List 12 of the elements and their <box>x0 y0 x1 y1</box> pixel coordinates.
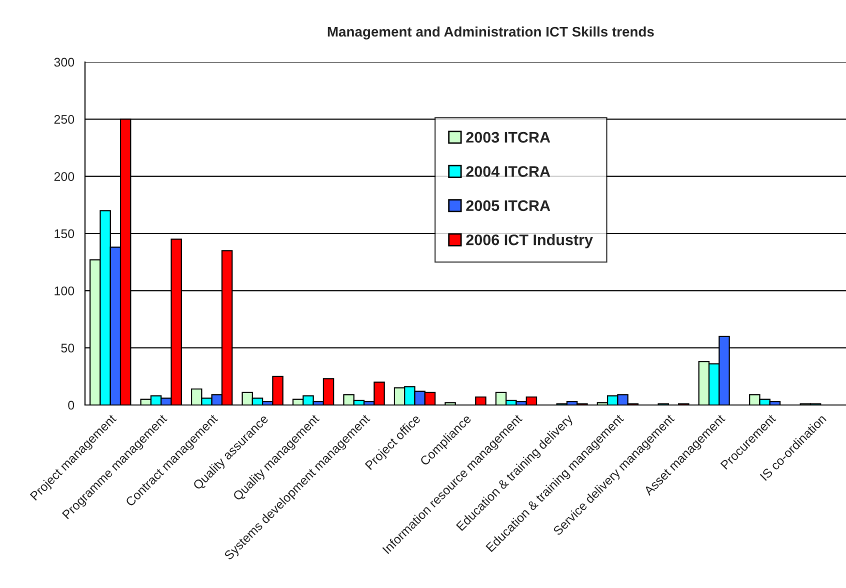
chart-title: Management and Administration ICT Skills trends <box>328 26 654 40</box>
y-tick-label: 150 <box>54 229 74 238</box>
y-tick-label: 0 <box>68 400 74 410</box>
y-tick-label: 300 <box>54 58 74 67</box>
legend-label: 2003 ITCRA <box>466 132 550 143</box>
legend-label: 2006 ICT Industry <box>466 234 593 248</box>
legend-label: 2005 ITCRA <box>466 200 550 212</box>
y-tick-label: 50 <box>61 344 74 352</box>
legend-label: 2004 ITCRA <box>466 166 550 177</box>
y-tick-label: 100 <box>54 286 74 296</box>
y-tick-label: 200 <box>54 172 74 181</box>
y-tick-label: 250 <box>54 114 74 124</box>
